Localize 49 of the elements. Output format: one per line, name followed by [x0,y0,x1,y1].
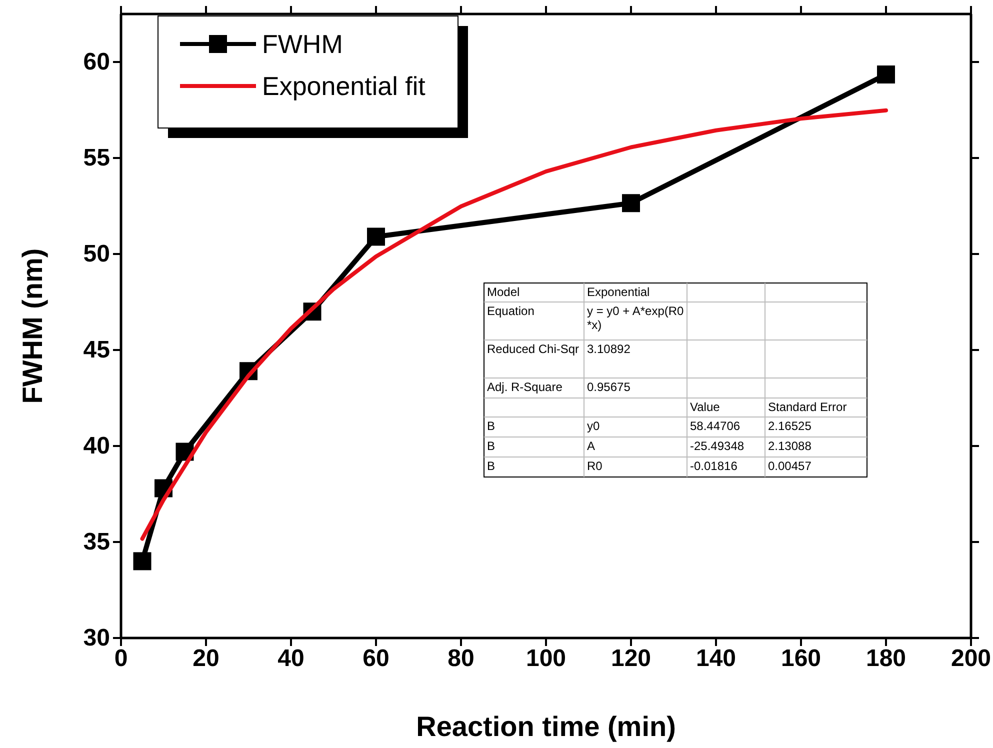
x-tick-label: 20 [192,645,220,672]
y-tick-label: 30 [83,624,110,652]
legend-label: Exponential fit [262,71,426,101]
annotation: 0.00457 [768,459,812,473]
x-tick-label: 120 [610,645,652,672]
point [877,65,895,84]
annotation: y = y0 + A*exp(R0*x) [587,304,684,332]
y-tick-label: 50 [83,240,110,268]
annotation: 2.13088 [768,439,812,453]
annotation: B [487,419,496,433]
annotation: Value [690,400,720,414]
x-tick-label: 60 [362,645,390,672]
annotation: 0.95675 [587,380,631,394]
x-tick-label: 200 [950,645,992,672]
annotation: Adj. R-Square [487,380,563,394]
x-tick-label: 180 [866,645,906,672]
y-tick-label: 55 [83,144,110,172]
annotation: R0 [587,459,603,473]
x-tick-label: 160 [780,645,822,672]
annotation: 3.10892 [587,342,631,356]
x-tick-label: 100 [526,645,566,672]
annotation: A [587,439,596,453]
annotation: Exponential [587,285,650,299]
y-tick-label: 60 [83,48,110,76]
x-tick-label: 40 [278,645,304,672]
point [133,552,152,570]
point [367,228,385,246]
annotation: -0.01816 [690,459,738,473]
x-tick-label: 80 [448,645,474,672]
annotation: Model [487,285,520,299]
y-tick-label: 40 [83,432,110,460]
y-tick-label: 35 [83,528,110,556]
annotation: 2.16525 [768,419,812,433]
annotation: B [487,439,496,453]
y-axis-title: FWHM (nm) [17,248,48,404]
x-tick-label: 0 [114,645,128,672]
legend-label: FWHM [262,29,343,59]
annotation: y0 [587,419,600,433]
line-series [140,108,888,541]
annotation: Standard Error [768,400,847,414]
annotation: -25.49348 [690,439,744,453]
annotation: 58.44706 [690,419,740,433]
annotation: Equation [487,304,534,318]
y-tick-label: 45 [83,336,110,364]
annotation: B [487,459,496,473]
x-tick-label: 140 [696,645,736,672]
annotation: Reduced Chi-Sqr [487,342,580,356]
x-axis-title: Reaction time (min) [416,711,676,742]
point [622,194,640,212]
